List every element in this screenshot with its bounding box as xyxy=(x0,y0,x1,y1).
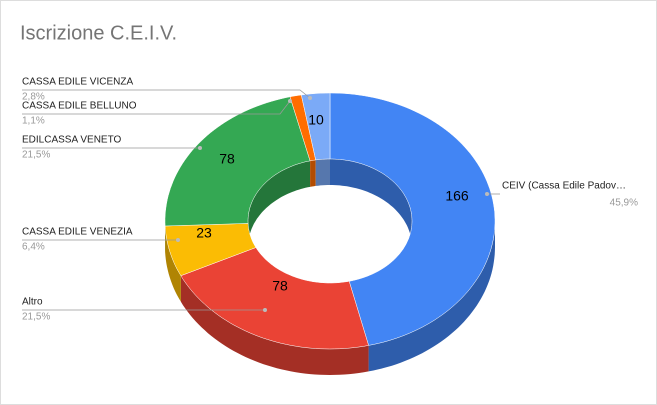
legend-label: Altro xyxy=(22,297,43,308)
percent-label: 45,9% xyxy=(610,198,638,209)
percent-label: 21,5% xyxy=(22,312,50,323)
leader-dot xyxy=(288,99,292,103)
percent-label: 1,1% xyxy=(22,116,45,127)
chart-title: Iscrizione C.E.I.V. xyxy=(20,22,177,44)
data-label: 78 xyxy=(219,151,235,167)
leader-dot xyxy=(176,238,180,242)
legend-label: EDILCASSA VENETO xyxy=(22,135,122,146)
leader-line xyxy=(22,100,291,115)
slice-inner xyxy=(330,159,412,247)
slice-side xyxy=(165,226,181,302)
slice-inner xyxy=(310,159,316,187)
legend-label: CEIV (Cassa Edile Padov… xyxy=(502,181,626,192)
leader-dot xyxy=(263,308,267,312)
percent-label: 2,8% xyxy=(22,92,45,103)
percent-label: 6,4% xyxy=(22,242,45,253)
data-label: 78 xyxy=(272,278,288,294)
legend-label: CASSA EDILE BELLUNO xyxy=(22,101,137,112)
leader-dot xyxy=(198,146,202,150)
legend-label: CASSA EDILE VENEZIA xyxy=(22,227,133,238)
legend-label: CASSA EDILE VICENZA xyxy=(22,77,133,88)
data-label: 10 xyxy=(308,112,324,128)
leader-dot xyxy=(485,192,489,196)
percent-label: 21,5% xyxy=(22,150,50,161)
leader-line xyxy=(22,89,311,99)
slice-inner xyxy=(315,159,330,186)
slice xyxy=(300,92,331,161)
data-label: 166 xyxy=(445,188,469,204)
data-label: 23 xyxy=(196,225,212,241)
leader-dot xyxy=(308,96,312,100)
slice-side xyxy=(180,275,369,375)
slice-inner xyxy=(248,160,311,247)
slice-side xyxy=(368,221,495,372)
